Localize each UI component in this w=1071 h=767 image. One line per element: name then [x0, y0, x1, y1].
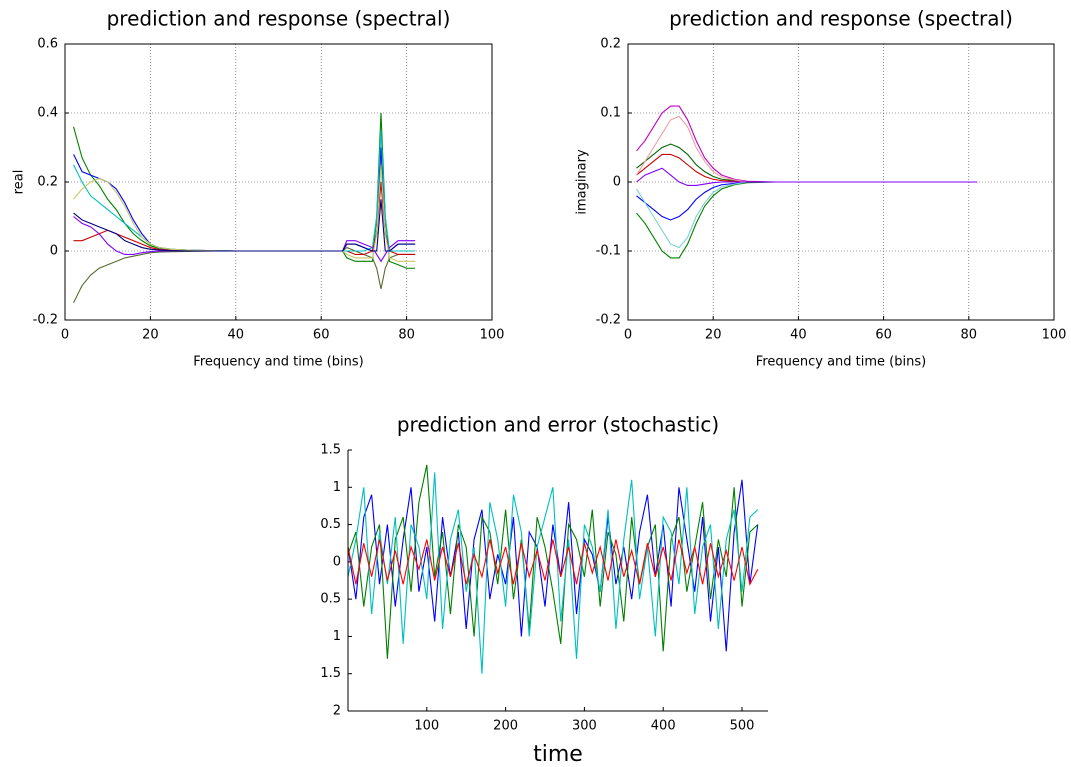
- x-tick-label: 100: [480, 328, 505, 343]
- series-line: [636, 143, 978, 183]
- x-axis-label: Frequency and time (bins): [756, 355, 926, 370]
- x-tick-label: 300: [572, 719, 597, 734]
- x-tick-label: 0: [624, 328, 632, 343]
- y-tick-label: -0.1: [596, 244, 621, 259]
- series-line: [636, 167, 978, 186]
- y-tick-label: 0.2: [37, 175, 58, 190]
- x-tick-label: 40: [228, 328, 245, 343]
- y-axis-label: imaginary: [575, 149, 590, 215]
- x-tick-label: 500: [730, 719, 755, 734]
- chart-title: prediction and response (spectral): [107, 7, 451, 31]
- y-tick-label: 0.2: [600, 37, 621, 52]
- series-line: [73, 199, 416, 252]
- y-tick-label: 1: [333, 480, 341, 495]
- y-tick-label: 0.4: [37, 106, 58, 121]
- x-tick-label: 40: [790, 328, 807, 343]
- x-tick-label: 0: [61, 328, 69, 343]
- y-axis-label: real: [12, 170, 27, 195]
- y-tick-label: -0.2: [596, 313, 621, 328]
- x-tick-label: 400: [651, 719, 676, 734]
- x-tick-label: 80: [961, 328, 978, 343]
- series-line: [636, 115, 978, 183]
- series-line: [73, 246, 416, 303]
- y-tick-label: -0.2: [33, 313, 58, 328]
- x-tick-label: 100: [414, 719, 439, 734]
- y-tick-label: 1.5: [320, 666, 341, 681]
- series-line: [347, 479, 759, 652]
- chart-title: prediction and error (stochastic): [397, 413, 719, 437]
- axes-box: [64, 43, 493, 321]
- y-tick-label: 2: [333, 704, 341, 719]
- y-tick-label: 0: [613, 175, 621, 190]
- series-line: [636, 181, 978, 221]
- series-line: [347, 539, 759, 586]
- x-tick-label: 60: [875, 328, 892, 343]
- series-line: [636, 153, 978, 183]
- series-line: [347, 472, 759, 674]
- series-line: [73, 112, 416, 269]
- y-tick-label: 0: [50, 244, 58, 259]
- series-line: [73, 130, 416, 252]
- series-line: [73, 147, 416, 252]
- series-line: [73, 164, 416, 262]
- y-tick-label: 0.5: [320, 592, 341, 607]
- y-tick-label: 0.1: [600, 106, 621, 121]
- x-tick-label: 80: [398, 328, 415, 343]
- x-axis-label: Frequency and time (bins): [193, 355, 363, 370]
- y-tick-label: 0.6: [37, 37, 58, 52]
- x-axis-label: time: [533, 742, 583, 767]
- x-tick-label: 200: [493, 719, 518, 734]
- y-tick-label: 1: [333, 629, 341, 644]
- x-tick-label: 20: [142, 328, 159, 343]
- y-tick-label: 0: [333, 554, 341, 569]
- x-tick-label: 100: [1042, 328, 1067, 343]
- y-tick-label: 1.5: [320, 443, 341, 458]
- axes-box: [627, 43, 1055, 321]
- series-line: [636, 181, 978, 259]
- series-line: [636, 105, 978, 183]
- chart-title: prediction and response (spectral): [669, 7, 1013, 31]
- series-line: [636, 181, 978, 249]
- y-tick-label: 0.5: [320, 517, 341, 532]
- series-line: [347, 464, 759, 659]
- x-tick-label: 20: [705, 328, 722, 343]
- x-tick-label: 60: [313, 328, 330, 343]
